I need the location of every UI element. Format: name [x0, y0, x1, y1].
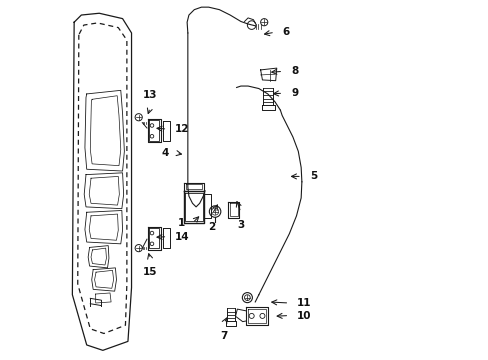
Text: 1: 1 — [177, 218, 184, 228]
Text: 8: 8 — [290, 66, 298, 76]
Text: 9: 9 — [290, 88, 298, 98]
Text: 7: 7 — [220, 331, 227, 341]
Text: 14: 14 — [175, 232, 189, 242]
Text: 15: 15 — [142, 267, 157, 277]
Text: 3: 3 — [237, 220, 244, 230]
Text: 13: 13 — [142, 90, 157, 100]
Text: 6: 6 — [282, 27, 289, 37]
Text: 2: 2 — [208, 222, 215, 232]
Text: 12: 12 — [175, 124, 189, 134]
Text: 10: 10 — [297, 311, 311, 320]
Text: 5: 5 — [309, 171, 316, 181]
Text: 4: 4 — [161, 148, 168, 158]
Text: 11: 11 — [297, 298, 311, 308]
